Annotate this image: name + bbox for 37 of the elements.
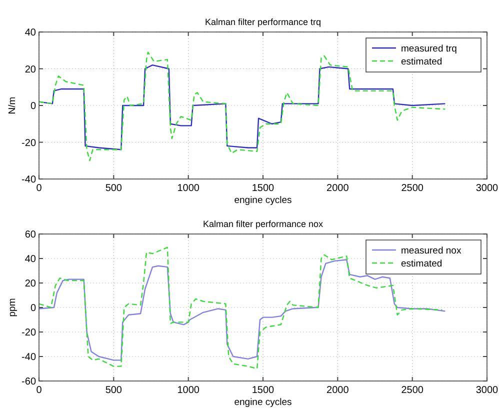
line-series [39, 52, 446, 162]
legend-label: estimated [401, 258, 442, 270]
y-tick-label: -40 [22, 174, 36, 186]
y-tick-label: 40 [24, 28, 36, 38]
y-tick-label: -60 [22, 376, 36, 388]
chart-title: Kalman filter performance nox [202, 219, 324, 229]
y-tick-label: 0 [30, 303, 36, 314]
legend-label: measured nox [401, 246, 462, 256]
x-axis-title: engine cycles [234, 195, 292, 206]
x-tick-label: 500 [105, 385, 122, 396]
x-tick-label: 3000 [476, 183, 499, 194]
legend-label: estimated [401, 56, 442, 68]
chart-title: Kalman filter performance trq [204, 17, 322, 27]
y-tick-label: 40 [24, 254, 36, 265]
y-tick-label: -40 [22, 352, 36, 363]
x-tick-label: 1000 [177, 183, 200, 194]
y-axis-title: N/m [7, 96, 18, 114]
x-axis-title: engine cycles [234, 397, 292, 408]
x-tick-label: 2500 [401, 385, 424, 396]
y-axis-title: ppm [7, 298, 18, 317]
y-tick-label: 20 [24, 64, 36, 76]
y-tick-label: -20 [22, 138, 36, 149]
x-tick-label: 1000 [177, 385, 200, 396]
y-tick-label: 0 [30, 101, 36, 112]
line-series [39, 259, 446, 361]
y-tick-label: 60 [24, 230, 36, 240]
y-tick-label: -20 [22, 328, 36, 338]
x-tick-label: 2000 [326, 183, 350, 194]
x-tick-label: 3000 [476, 385, 499, 396]
x-tick-label: 1500 [252, 385, 275, 396]
x-tick-label: 2500 [401, 183, 424, 194]
y-tick-label: 20 [24, 278, 36, 290]
x-tick-label: 2000 [326, 385, 350, 396]
x-tick-label: 1500 [252, 183, 275, 194]
line-series [39, 246, 443, 370]
legend-label: measured trq [401, 44, 457, 54]
x-tick-label: 500 [105, 183, 122, 194]
